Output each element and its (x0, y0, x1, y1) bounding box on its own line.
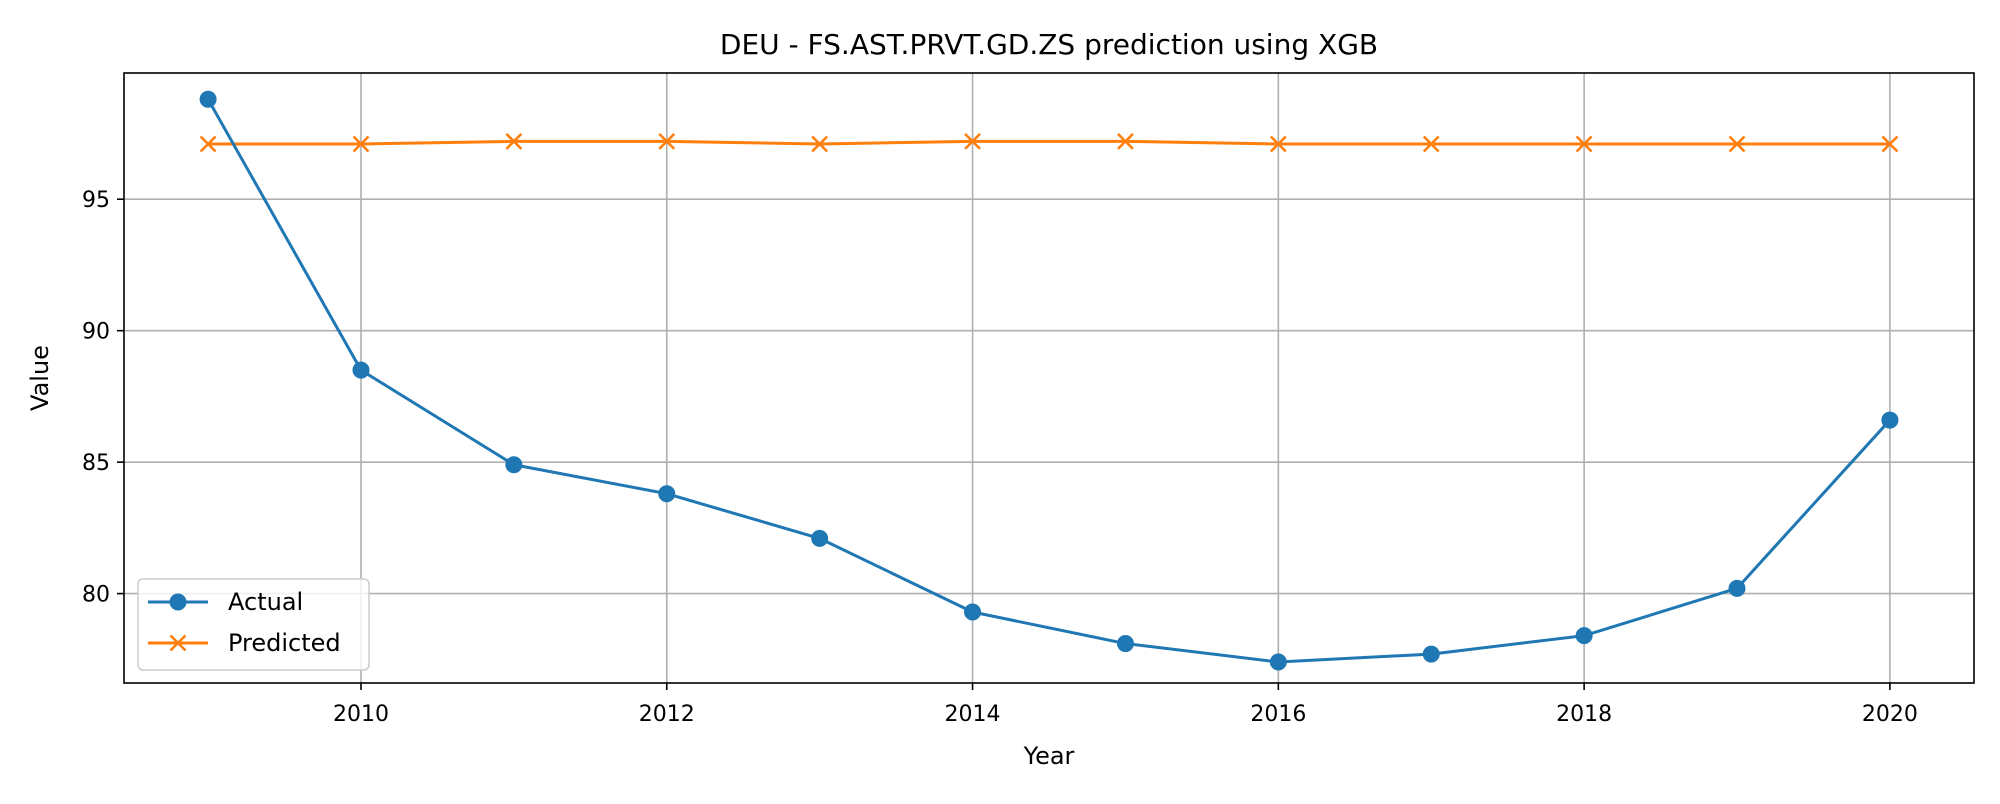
legend-items: Actual Predicted (148, 588, 341, 657)
data-point-predicted-stroke (352, 135, 370, 153)
y-tick-label: 85 (82, 451, 110, 476)
data-point-actual (505, 456, 523, 474)
data-point-actual (964, 603, 982, 621)
data-point-predicted (352, 135, 370, 153)
data-point-actual (811, 529, 829, 547)
data-point-predicted (1422, 135, 1440, 153)
data-point-predicted-stroke (1269, 135, 1287, 153)
series-actual (199, 90, 1899, 671)
series-predicted (199, 132, 1899, 153)
y-tick-label: 95 (82, 188, 110, 213)
tick-layer: 2010 2012 2014 2016 2018 2020 80 85 90 95 (82, 188, 1918, 727)
y-tick-label: 90 (82, 320, 110, 345)
data-point-predicted-stroke (1728, 135, 1746, 153)
legend: Actual Predicted (137, 578, 370, 671)
data-point-actual (1116, 635, 1134, 653)
data-point-actual (199, 90, 217, 108)
legend-item-predicted: Predicted (148, 629, 341, 657)
data-point-predicted (964, 132, 981, 150)
legend-label: Predicted (228, 629, 341, 657)
data-point-actual (352, 361, 370, 379)
data-point-predicted (1728, 135, 1746, 153)
x-tick-label: 2020 (1862, 702, 1918, 727)
grid-layer (124, 73, 1974, 683)
x-tick-label: 2010 (333, 702, 389, 727)
chart-title: DEU - FS.AST.PRVT.GD.ZS prediction using… (720, 28, 1378, 61)
y-tick-label: 80 (82, 583, 110, 608)
data-point-actual (1269, 653, 1287, 671)
y-axis-label: Value (26, 345, 54, 411)
data-point-predicted-stroke (1422, 135, 1440, 153)
plot-frame (123, 72, 1975, 684)
data-point-actual (1881, 411, 1899, 429)
data-point-predicted-stroke (658, 132, 676, 150)
data-point-predicted (1575, 135, 1593, 153)
series-line-predicted (208, 139, 1890, 146)
data-point-actual (1422, 645, 1440, 663)
data-point-predicted-stroke (1117, 132, 1134, 150)
x-tick-label: 2012 (639, 702, 695, 727)
legend-marker-predicted (169, 634, 187, 652)
data-point-predicted (1117, 132, 1134, 150)
data-point-actual (1575, 627, 1593, 645)
data-point-predicted (1269, 135, 1287, 153)
legend-marker-predicted-stroke (169, 634, 187, 652)
data-point-predicted (505, 132, 523, 150)
data-point-predicted-stroke (964, 132, 981, 150)
legend-label: Actual (228, 588, 303, 616)
data-point-actual (658, 485, 676, 503)
data-point-predicted-stroke (505, 132, 523, 150)
data-point-predicted (658, 132, 676, 150)
x-tick-label: 2014 (945, 702, 1001, 727)
series-line-actual (206, 98, 1892, 664)
legend-marker-actual (169, 593, 187, 611)
x-axis-label: Year (1023, 742, 1075, 770)
series-layer (199, 90, 1899, 671)
x-tick-label: 2016 (1250, 702, 1306, 727)
data-point-predicted-stroke (199, 135, 217, 153)
data-point-predicted (811, 135, 829, 153)
data-point-predicted (1881, 135, 1899, 153)
x-tick-label: 2018 (1556, 702, 1612, 727)
data-point-predicted-stroke (1881, 135, 1899, 153)
data-point-predicted-stroke (1575, 135, 1593, 153)
legend-item-actual: Actual (148, 588, 303, 616)
data-point-actual (1728, 579, 1746, 597)
data-point-predicted (199, 135, 217, 153)
data-point-predicted-stroke (811, 135, 829, 153)
